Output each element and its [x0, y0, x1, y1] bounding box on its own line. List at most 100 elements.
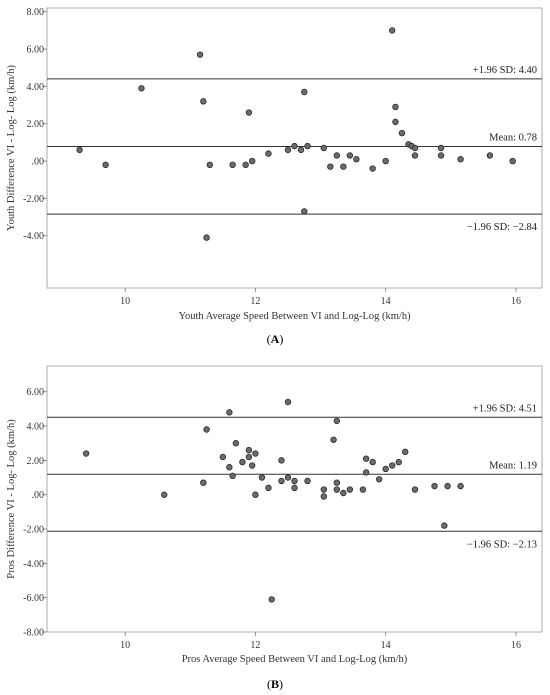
panel-letter: A	[271, 332, 280, 346]
data-point	[229, 472, 236, 480]
data-point	[340, 489, 347, 497]
data-point	[382, 465, 389, 473]
data-point	[375, 476, 383, 483]
y-tick-label: 2.00	[27, 119, 45, 130]
data-point	[284, 474, 292, 481]
data-point	[359, 486, 367, 493]
data-point	[327, 163, 334, 170]
data-point	[369, 458, 376, 466]
data-point	[291, 477, 298, 485]
data-point	[333, 486, 341, 493]
data-point	[320, 144, 328, 152]
data-point	[278, 457, 285, 464]
data-point	[232, 440, 240, 447]
data-point	[369, 165, 376, 172]
data-point	[245, 446, 253, 454]
x-tick-label: 16	[511, 640, 521, 651]
data-point	[353, 155, 360, 163]
data-point	[431, 482, 438, 490]
data-point	[444, 482, 451, 490]
data-point	[268, 596, 275, 603]
y-tick-label: -4.00	[23, 231, 44, 242]
data-point	[457, 155, 464, 163]
x-tick-label: 10	[120, 640, 130, 651]
data-point	[411, 144, 419, 152]
data-point	[362, 455, 370, 462]
data-point	[284, 146, 292, 154]
data-point	[242, 161, 249, 168]
data-point	[362, 469, 370, 476]
data-point	[388, 27, 396, 34]
data-point	[196, 51, 204, 58]
data-point	[301, 88, 308, 96]
data-point	[245, 453, 253, 461]
x-tick-label: 10	[120, 296, 130, 307]
y-tick-label: 4.00	[27, 82, 45, 93]
data-point	[82, 450, 90, 457]
y-tick-label: .00	[32, 490, 45, 501]
panel-a-chart: 10 12 14 16 8.00 6.00 4.00 2.00 .00 -2.00 -4.00 +1.…	[6, 7, 543, 346]
data-point	[486, 152, 494, 159]
panel-label: (A)	[267, 332, 284, 346]
data-point	[402, 448, 409, 456]
data-point	[304, 142, 311, 150]
panel-label: (B)	[267, 677, 283, 691]
plot-frame	[46, 7, 543, 289]
x-tick-label: 14	[381, 296, 391, 307]
data-point	[203, 234, 210, 241]
data-point	[301, 208, 308, 215]
data-point	[200, 98, 207, 105]
data-point	[509, 157, 516, 165]
data-point	[437, 144, 445, 152]
data-point	[392, 103, 399, 111]
panel-b-chart: 10 12 14 16 6.00 4.00 2.00 .00 -2.00 -4.00 -6.00 -8…	[6, 365, 543, 691]
x-tick-label: 14	[381, 640, 391, 651]
y-tick-label: -4.00	[23, 559, 44, 570]
reference-line-label: −1.96 SD: −2.84	[467, 222, 538, 233]
data-point	[304, 477, 311, 485]
data-point	[252, 491, 259, 498]
x-axis-label: Pros Average Speed Between VI and Log-Lo…	[182, 654, 408, 665]
data-point	[258, 474, 266, 481]
data-point	[248, 462, 256, 469]
data-point	[284, 398, 292, 406]
plot-frame	[46, 365, 543, 633]
data-point	[333, 152, 341, 159]
data-point	[392, 118, 399, 126]
reference-line-label: +1.96 SD: 4.51	[473, 403, 537, 414]
data-point	[219, 453, 227, 461]
data-point	[340, 163, 347, 170]
x-tick-label: 12	[250, 296, 260, 307]
data-point	[226, 464, 233, 471]
y-tick-label: .00	[32, 157, 45, 168]
data-point	[206, 161, 214, 168]
y-axis-label: Pros Difference VI - Log- Log (km/h)	[6, 419, 17, 579]
data-point	[252, 450, 259, 457]
reference-line-label: +1.96 SD: 4.40	[473, 65, 537, 76]
x-axis-label: Youth Average Speed Between VI and Log-L…	[178, 311, 411, 322]
data-point	[457, 482, 464, 490]
y-axis-label: Youth Difference VI - Log- Log (km/h)	[6, 65, 17, 231]
y-tick-label: 2.00	[27, 456, 45, 467]
data-point	[245, 109, 253, 116]
data-point	[291, 484, 298, 492]
data-point	[76, 146, 83, 154]
data-point	[437, 152, 445, 159]
reference-line-label: −1.96 SD: −2.13	[467, 539, 537, 550]
data-point	[411, 486, 419, 493]
data-point	[330, 436, 337, 443]
data-point	[226, 409, 233, 416]
y-tick-label: -2.00	[23, 194, 44, 205]
data-point	[333, 417, 341, 425]
data-point	[411, 152, 419, 159]
data-point	[200, 479, 207, 486]
reference-line-label: Mean: 0.78	[489, 133, 537, 144]
data-point	[382, 157, 389, 165]
data-point	[388, 462, 396, 469]
data-point	[248, 157, 256, 165]
data-point	[203, 426, 210, 433]
data-point	[441, 522, 448, 529]
data-point	[297, 146, 305, 154]
y-tick-label: -6.00	[23, 593, 44, 604]
